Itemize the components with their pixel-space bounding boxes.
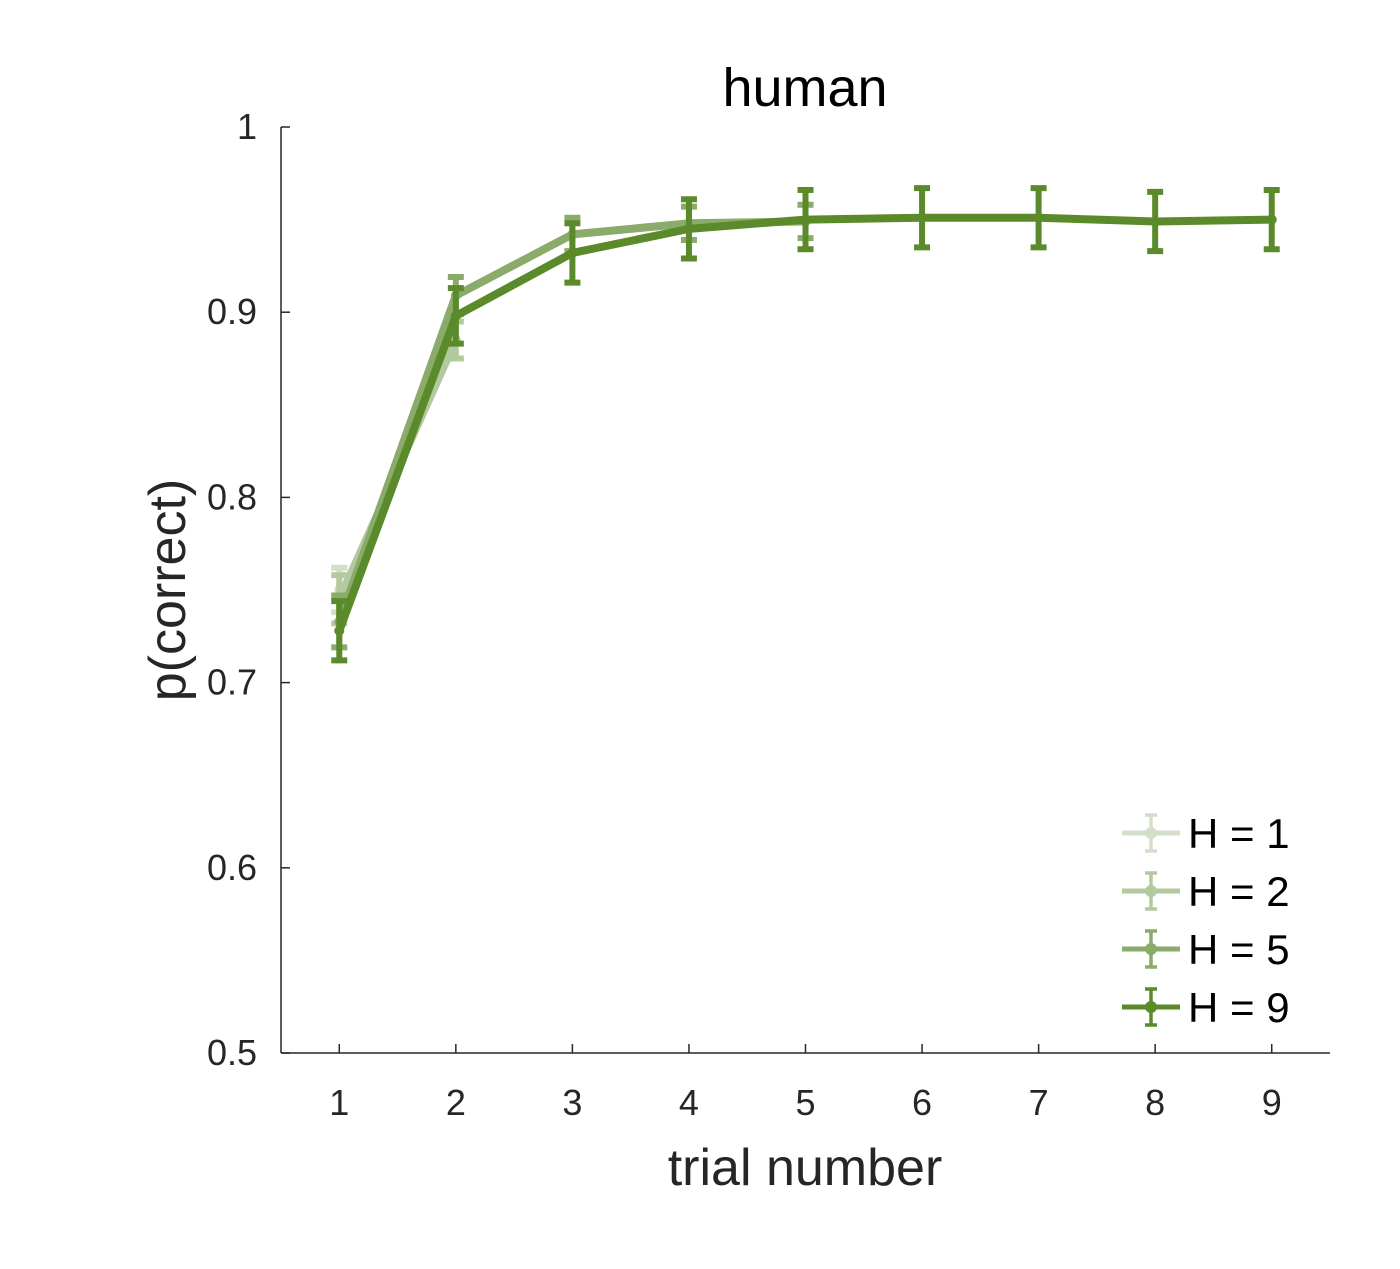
x-tick-label: 4	[679, 1082, 699, 1123]
y-tick-label: 0.9	[207, 291, 257, 332]
data-point	[334, 625, 345, 636]
legend-label: H = 1	[1188, 810, 1290, 857]
x-ticks: 1 2 3 4 5 6 7 8 9	[329, 1044, 1282, 1123]
data-point	[1033, 212, 1044, 223]
legend-marker	[1145, 827, 1157, 839]
y-axis-title: p(correct)	[139, 479, 197, 701]
legend-label: H = 9	[1188, 984, 1290, 1031]
x-tick-label: 5	[795, 1082, 815, 1123]
series-4	[331, 185, 1280, 664]
legend-label: H = 2	[1188, 868, 1290, 915]
y-ticks: 0.5 0.6 0.7 0.8 0.9 1	[207, 106, 290, 1073]
y-tick-label: 0.8	[207, 476, 257, 517]
x-tick-label: 7	[1029, 1082, 1049, 1123]
data-point	[1150, 216, 1161, 227]
y-tick-label: 0.7	[207, 662, 257, 703]
x-tick-label: 3	[562, 1082, 582, 1123]
axes	[280, 127, 1330, 1054]
x-tick-label: 1	[329, 1082, 349, 1123]
series-layer	[331, 185, 1280, 664]
y-tick-label: 0.5	[207, 1032, 257, 1073]
legend-marker	[1145, 943, 1157, 955]
legend-label: H = 5	[1188, 926, 1290, 973]
x-tick-label: 9	[1262, 1082, 1282, 1123]
y-tick-label: 1	[237, 106, 257, 147]
x-tick-label: 8	[1145, 1082, 1165, 1123]
legend: H = 1 H = 2 H = 5 H = 9	[1122, 810, 1290, 1031]
legend-marker	[1145, 1001, 1157, 1013]
y-tick-label: 0.6	[207, 847, 257, 888]
chart-title: human	[722, 58, 887, 118]
data-point	[450, 310, 461, 321]
x-tick-label: 2	[446, 1082, 466, 1123]
legend-marker	[1145, 885, 1157, 897]
data-point	[800, 214, 811, 225]
x-tick-label: 6	[912, 1082, 932, 1123]
data-point	[567, 247, 578, 258]
data-point	[683, 223, 694, 234]
x-axis-title: trial number	[668, 1139, 943, 1197]
data-point	[1266, 214, 1277, 225]
data-point	[917, 212, 928, 223]
